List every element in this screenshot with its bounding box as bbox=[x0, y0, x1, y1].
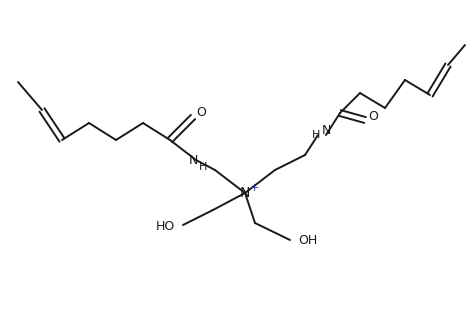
Text: O: O bbox=[368, 109, 378, 122]
Text: H: H bbox=[312, 130, 320, 140]
Text: HO: HO bbox=[156, 220, 175, 233]
Text: OH: OH bbox=[298, 233, 318, 246]
Text: N: N bbox=[321, 123, 331, 136]
Text: N: N bbox=[188, 153, 198, 166]
Text: N: N bbox=[240, 186, 250, 200]
Text: H: H bbox=[199, 162, 207, 172]
Text: +: + bbox=[249, 183, 259, 193]
Text: O: O bbox=[196, 105, 206, 118]
